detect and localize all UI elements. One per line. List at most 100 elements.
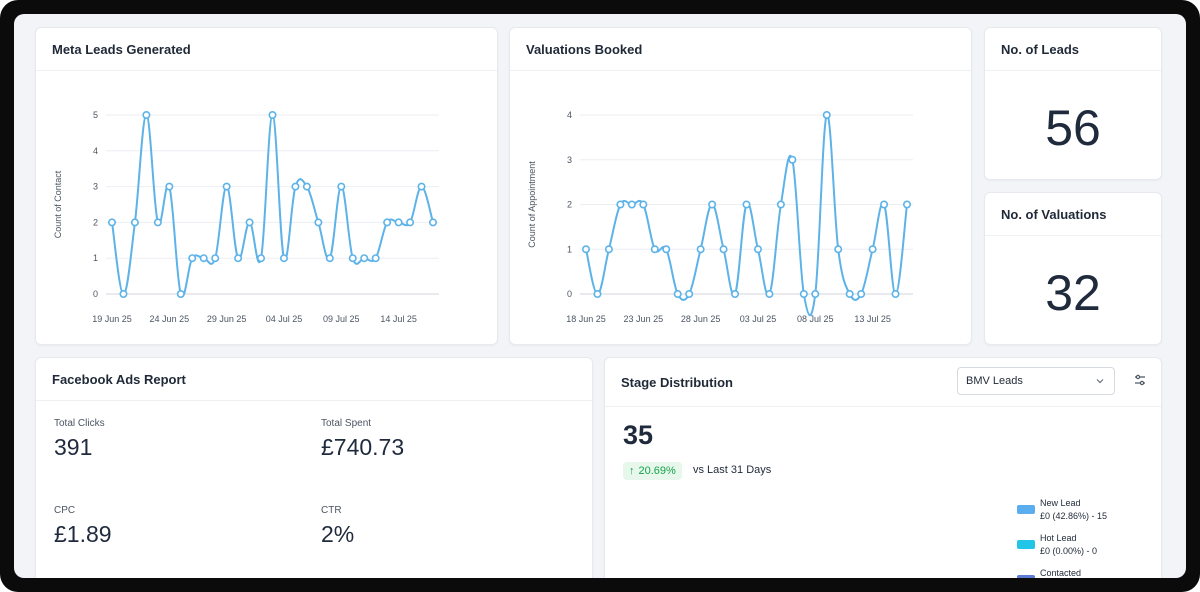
data-point[interactable]	[142, 110, 151, 119]
y-tick-label: 3	[93, 182, 98, 192]
valuations-count-card: No. of Valuations 32	[984, 192, 1162, 345]
data-point[interactable]	[257, 254, 266, 263]
y-tick-label: 3	[567, 155, 572, 165]
data-point[interactable]	[360, 254, 369, 263]
legend-swatch	[1017, 540, 1035, 549]
stage-title: Stage Distribution	[621, 374, 733, 390]
dashboard: Meta Leads Generated 0 1 2 3 4 5 Count of Cont…	[14, 14, 1186, 578]
data-point[interactable]	[616, 200, 625, 209]
data-point[interactable]	[234, 254, 243, 263]
data-point[interactable]	[428, 218, 437, 227]
data-point[interactable]	[222, 182, 231, 191]
data-point[interactable]	[417, 182, 426, 191]
data-point[interactable]	[719, 245, 728, 254]
data-point[interactable]	[753, 245, 762, 254]
y-tick-label: 0	[93, 289, 98, 299]
data-point[interactable]	[685, 290, 694, 299]
comparison-text: vs Last 31 Days	[693, 464, 772, 476]
data-point[interactable]	[799, 290, 808, 299]
card-title: Meta Leads Generated	[36, 28, 497, 71]
data-point[interactable]	[708, 200, 717, 209]
data-point[interactable]	[788, 155, 797, 164]
data-point[interactable]	[302, 182, 311, 191]
data-point[interactable]	[153, 218, 162, 227]
data-point[interactable]	[880, 200, 889, 209]
data-point[interactable]	[119, 290, 128, 299]
data-point[interactable]	[348, 254, 357, 263]
data-point[interactable]	[604, 245, 613, 254]
arrow-up-icon: ↑	[629, 465, 635, 477]
data-point[interactable]	[650, 245, 659, 254]
card-title: No. of Leads	[985, 28, 1161, 71]
card-title: Facebook Ads Report	[36, 358, 592, 401]
data-point[interactable]	[371, 254, 380, 263]
data-point[interactable]	[245, 218, 254, 227]
change-percent: 20.69%	[638, 465, 676, 477]
data-point[interactable]	[188, 254, 197, 263]
data-point[interactable]	[902, 200, 911, 209]
data-point[interactable]	[279, 254, 288, 263]
data-point[interactable]	[639, 200, 648, 209]
y-axis-label: Count of Contact	[53, 170, 63, 238]
legend-detail: £0 (0.00%) - 0	[1040, 546, 1098, 556]
data-point[interactable]	[834, 245, 843, 254]
data-point[interactable]	[696, 245, 705, 254]
data-point[interactable]	[868, 245, 877, 254]
x-tick-label: 03 Jul 25	[740, 314, 777, 324]
data-point[interactable]	[108, 218, 117, 227]
y-tick-label: 2	[93, 217, 98, 227]
x-tick-label: 23 Jun 25	[624, 314, 664, 324]
data-point[interactable]	[582, 245, 591, 254]
stage-total-count: 35	[623, 420, 654, 450]
valuations-booked-card: Valuations Booked 0 1 2 3 4 Count of Appointm…	[509, 27, 972, 345]
meta-leads-chart: 0 1 2 3 4 5 Count of Contact 19 Jun 25 24 Jun 25…	[53, 110, 439, 324]
y-tick-label: 1	[93, 253, 98, 263]
data-point[interactable]	[337, 182, 346, 191]
meta-leads-card: Meta Leads Generated 0 1 2 3 4 5 Count of Cont…	[35, 27, 498, 345]
y-tick-label: 1	[567, 244, 572, 254]
data-point[interactable]	[394, 218, 403, 227]
data-point[interactable]	[673, 290, 682, 299]
y-tick-label: 4	[567, 110, 572, 120]
chevron-down-icon	[1096, 379, 1104, 384]
data-point[interactable]	[130, 218, 139, 227]
legend-name: Hot Lead	[1040, 533, 1077, 543]
cpc-label: CPC	[54, 505, 76, 516]
data-point[interactable]	[742, 200, 751, 209]
pipeline-select[interactable]: BMV Leads	[957, 367, 1115, 395]
data-point[interactable]	[165, 182, 174, 191]
data-point[interactable]	[268, 110, 277, 119]
data-point[interactable]	[845, 290, 854, 299]
data-point[interactable]	[314, 218, 323, 227]
data-point[interactable]	[325, 254, 334, 263]
data-point[interactable]	[383, 218, 392, 227]
data-point[interactable]	[811, 290, 820, 299]
data-point[interactable]	[199, 254, 208, 263]
y-axis-label: Count of Appointment	[527, 161, 537, 248]
data-point[interactable]	[765, 290, 774, 299]
data-point[interactable]	[776, 200, 785, 209]
data-point[interactable]	[406, 218, 415, 227]
x-tick-label: 28 Jun 25	[681, 314, 721, 324]
card-title: Valuations Booked	[510, 28, 971, 71]
total-clicks-value: 391	[54, 434, 93, 460]
data-point[interactable]	[662, 245, 671, 254]
data-point[interactable]	[593, 290, 602, 299]
facebook-ads-card: Facebook Ads Report Total Clicks 391 Tot…	[35, 357, 593, 578]
change-badge: ↑ 20.69%	[623, 462, 682, 480]
data-point[interactable]	[822, 110, 831, 119]
total-spent-value: £740.73	[321, 434, 405, 460]
x-tick-label: 29 Jun 25	[207, 314, 247, 324]
card-title: No. of Valuations	[985, 193, 1161, 236]
data-point[interactable]	[627, 200, 636, 209]
x-tick-label: 19 Jun 25	[92, 314, 132, 324]
x-tick-label: 04 Jul 25	[266, 314, 303, 324]
data-point[interactable]	[211, 254, 220, 263]
filter-settings-icon[interactable]	[1133, 373, 1147, 387]
x-tick-label: 24 Jun 25	[150, 314, 190, 324]
data-point[interactable]	[731, 290, 740, 299]
data-point[interactable]	[291, 182, 300, 191]
data-point[interactable]	[857, 290, 866, 299]
data-point[interactable]	[176, 290, 185, 299]
data-point[interactable]	[891, 290, 900, 299]
